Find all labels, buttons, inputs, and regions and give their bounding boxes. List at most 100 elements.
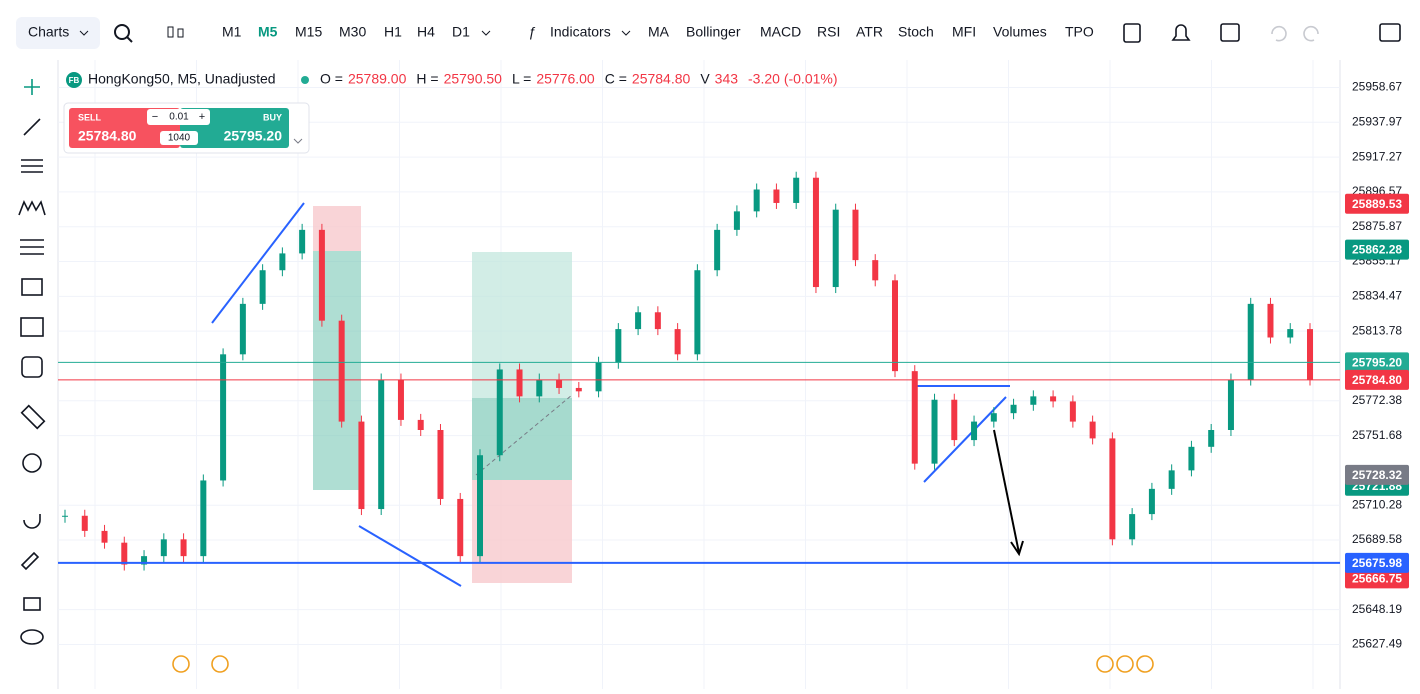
- price-badge: [1345, 193, 1409, 214]
- candle: [714, 229, 721, 271]
- calendar-icon[interactable]: [1220, 23, 1240, 42]
- candle: [892, 280, 898, 372]
- candle: [62, 515, 68, 517]
- undo-icon[interactable]: [1271, 25, 1287, 42]
- crosshair-tool[interactable]: [24, 79, 40, 95]
- study[interactable]: Bollinger: [686, 24, 741, 40]
- ruler-tool[interactable]: [20, 404, 46, 430]
- sell-label[interactable]: SELL: [78, 112, 102, 122]
- study[interactable]: Volumes: [993, 24, 1047, 40]
- candle: [1030, 396, 1037, 405]
- price-badge-label: 25784.80: [1352, 373, 1402, 387]
- price-lines: [58, 361, 1340, 564]
- ohlc-label: L =: [512, 71, 531, 87]
- panel-icon[interactable]: [1379, 23, 1401, 42]
- lot-value[interactable]: 0.01: [169, 112, 189, 123]
- layout-icon[interactable]: [1123, 23, 1141, 43]
- ohlc-label: H =: [416, 71, 438, 87]
- candle: [200, 480, 207, 557]
- lot-plus[interactable]: +: [199, 111, 205, 123]
- buy-price[interactable]: 25795.20: [224, 128, 283, 144]
- sidebar: [18, 79, 46, 645]
- price-badge-label: 25889.53: [1352, 197, 1402, 211]
- candle: [1148, 488, 1155, 515]
- lot-input[interactable]: [147, 109, 210, 125]
- study[interactable]: MFI: [952, 24, 976, 40]
- price-tick-label: 25710.28: [1352, 497, 1402, 511]
- price-badge-label: 25795.20: [1352, 356, 1402, 370]
- candle: [674, 329, 681, 355]
- candle: [378, 379, 385, 510]
- study[interactable]: MACD: [760, 24, 801, 40]
- candle: [121, 542, 128, 565]
- price-badge-label: 25862.28: [1352, 243, 1402, 257]
- brush-tool[interactable]: [20, 551, 40, 571]
- candle: [1050, 396, 1057, 402]
- fib-tool[interactable]: [21, 159, 43, 173]
- candle: [1168, 470, 1175, 489]
- visibility-tool[interactable]: [20, 629, 44, 645]
- lot-minus[interactable]: −: [152, 111, 158, 123]
- line-tool[interactable]: [23, 118, 41, 136]
- event[interactable]: [1116, 655, 1134, 673]
- symbol-icon: [66, 72, 82, 88]
- candle: [1208, 430, 1215, 447]
- emoji-tool[interactable]: [21, 356, 43, 378]
- buy-label[interactable]: BUY: [263, 112, 282, 122]
- timeframe[interactable]: H4: [417, 24, 435, 40]
- price-badge: [1345, 568, 1409, 589]
- widget-chevron[interactable]: [293, 138, 303, 144]
- trend-line: [211, 202, 305, 324]
- lock-tool[interactable]: [23, 597, 41, 611]
- sell-price[interactable]: 25784.80: [78, 128, 137, 144]
- study[interactable]: MA: [648, 24, 670, 40]
- chevron[interactable]: [481, 30, 491, 36]
- alert-icon[interactable]: [1171, 24, 1191, 41]
- price-tick-label: 25751.68: [1352, 428, 1402, 442]
- timeframe[interactable]: H1: [384, 24, 402, 40]
- candle: [812, 177, 819, 288]
- candle: [457, 498, 464, 557]
- timeframes: M1 M5 M15 M30 H1 H4 D1: [222, 24, 470, 40]
- image-tool[interactable]: [20, 317, 44, 337]
- sl-zone: [472, 480, 572, 583]
- timeframe[interactable]: M15: [295, 24, 322, 40]
- candle: [397, 379, 404, 420]
- study[interactable]: Stoch: [898, 24, 934, 40]
- shape-tool[interactable]: [21, 278, 43, 296]
- indicators-label[interactable]: Indicators: [550, 24, 611, 40]
- timeframe[interactable]: M30: [339, 24, 366, 40]
- candles: [62, 171, 1313, 571]
- fx-icon: ƒ: [528, 24, 536, 40]
- study[interactable]: TPO: [1065, 24, 1094, 40]
- forecast-tool[interactable]: [20, 239, 44, 255]
- search-icon[interactable]: [114, 24, 130, 40]
- candle: [259, 270, 266, 304]
- timeframe[interactable]: D1: [452, 24, 470, 40]
- zoom-tool[interactable]: [22, 453, 42, 473]
- event[interactable]: [1096, 655, 1114, 673]
- candle-icon[interactable]: [167, 26, 174, 38]
- redo-icon[interactable]: [1303, 25, 1319, 42]
- magnet-tool[interactable]: [23, 514, 41, 529]
- ohlc-value: 25784.80: [632, 71, 691, 87]
- ohlc-value: 343: [715, 71, 739, 87]
- price-badge: [1345, 369, 1409, 390]
- candle: [1109, 438, 1116, 540]
- price-tick-label: 25834.47: [1352, 289, 1402, 303]
- study[interactable]: ATR: [856, 24, 883, 40]
- event[interactable]: [1136, 655, 1154, 673]
- charts-label[interactable]: Charts: [28, 24, 69, 40]
- pattern-tool[interactable]: [18, 200, 46, 216]
- price-tick-label: 25958.67: [1352, 80, 1402, 94]
- candle: [101, 530, 108, 543]
- study[interactable]: RSI: [817, 24, 840, 40]
- timeframe[interactable]: M5: [258, 24, 278, 40]
- arrow: [993, 429, 1020, 554]
- price-badge: [1345, 239, 1409, 260]
- event[interactable]: [211, 655, 229, 673]
- event[interactable]: [172, 655, 190, 673]
- timeframe[interactable]: M1: [222, 24, 242, 40]
- charts-button[interactable]: [16, 17, 100, 49]
- price-axis: 25958.6725937.9725917.2725896.5725875.87…: [1345, 80, 1409, 651]
